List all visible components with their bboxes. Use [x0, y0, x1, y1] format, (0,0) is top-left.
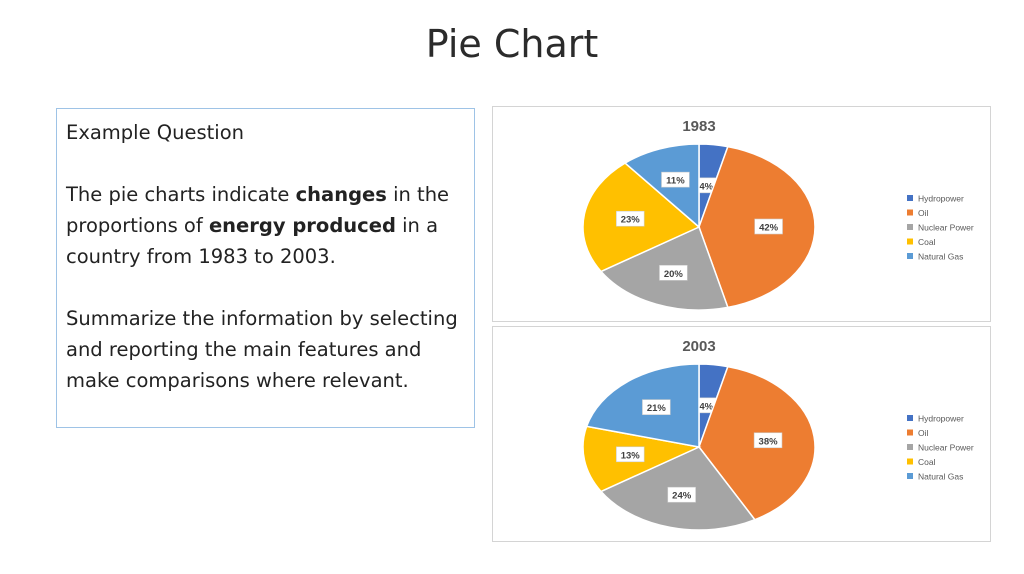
legend-swatch-natural-gas-1983	[907, 253, 913, 259]
legend-swatch-nuclear-power-2003	[907, 444, 913, 450]
question-box: Example Question The pie charts indicate…	[56, 108, 475, 428]
data-label-hydropower-1983: 4%	[699, 181, 713, 192]
legend-label-nuclear-power-2003: Nuclear Power	[918, 443, 974, 453]
data-label-oil-1983: 42%	[759, 223, 779, 234]
data-label-box-coal-1983	[616, 210, 645, 227]
question-prompt: The pie charts indicate changes in the p…	[66, 179, 465, 272]
legend-label-oil-1983: Oil	[918, 208, 929, 218]
pie-chart-2003: 2003 4% 38% 24% 13% 21% Hydropower Oil Nuclear P…	[492, 326, 991, 542]
question-instruction: Summarize the information by selecting a…	[66, 307, 458, 392]
data-label-natural-gas-1983: 11%	[666, 176, 685, 187]
prompt-bold-energy: energy produced	[208, 214, 396, 237]
prompt-text-3: in a country from 1983 to 2003.	[66, 214, 439, 268]
legend-swatch-natural-gas-2003	[907, 473, 913, 479]
legend-label-natural-gas-1983: Natural Gas	[918, 252, 963, 262]
data-label-natural-gas-2003: 21%	[647, 403, 667, 414]
data-label-box-nuclear-power-1983	[659, 265, 688, 281]
legend-swatch-hydropower-1983	[907, 195, 913, 201]
data-label-box-nuclear-power-2003	[667, 486, 696, 503]
prompt-bold-changes: changes	[295, 183, 387, 206]
legend-swatch-hydropower-2003	[907, 415, 913, 421]
data-label-box-natural-gas-2003	[642, 399, 671, 415]
data-label-hydropower-2003: 4%	[699, 401, 713, 412]
pie-chart-2003-svg: 2003 4% 38% 24% 13% 21% Hydropower Oil Nuclear P…	[582, 338, 974, 531]
prompt-text-1: The pie charts indicate	[66, 183, 296, 206]
pie-chart-1983: 1983 4% 42% 20% 23% 11% Hydropower Oil Nuclear P…	[492, 106, 991, 322]
legend-label-hydropower-1983: Hydropower	[918, 194, 964, 204]
data-label-nuclear-power-2003: 24%	[672, 491, 692, 502]
prompt-text-2: in the proportions of	[66, 183, 450, 237]
data-label-box-natural-gas-1983	[661, 171, 690, 188]
legend-swatch-nuclear-power-1983	[907, 224, 913, 230]
data-label-box-oil-1983	[754, 218, 783, 235]
data-label-coal-2003: 13%	[621, 450, 641, 461]
legend-label-coal-1983: Coal	[918, 237, 936, 247]
legend-label-natural-gas-2003: Natural Gas	[918, 472, 963, 482]
pie-chart-1983-svg: 1983 4% 42% 20% 23% 11% Hydropower Oil Nuclear P…	[582, 118, 974, 311]
legend-swatch-coal-1983	[907, 238, 913, 245]
data-label-nuclear-power-1983: 20%	[664, 269, 684, 280]
data-label-coal-1983: 23%	[621, 215, 641, 226]
legend-swatch-oil-1983	[907, 209, 913, 216]
data-label-oil-2003: 38%	[759, 436, 779, 447]
data-label-box-oil-2003	[753, 432, 783, 449]
legend-label-hydropower-2003: Hydropower	[918, 414, 964, 424]
slide-title: Pie Chart	[425, 22, 599, 66]
chart-title-1983: 1983	[682, 118, 715, 135]
legend-label-nuclear-power-1983: Nuclear Power	[918, 223, 974, 233]
legend-swatch-oil-2003	[907, 429, 913, 436]
legend-swatch-coal-2003	[907, 458, 913, 465]
legend-label-oil-2003: Oil	[918, 428, 929, 438]
chart-title-2003: 2003	[682, 338, 715, 355]
question-heading: Example Question	[66, 121, 245, 144]
legend-label-coal-2003: Coal	[918, 457, 936, 467]
data-label-box-coal-2003	[616, 446, 645, 463]
